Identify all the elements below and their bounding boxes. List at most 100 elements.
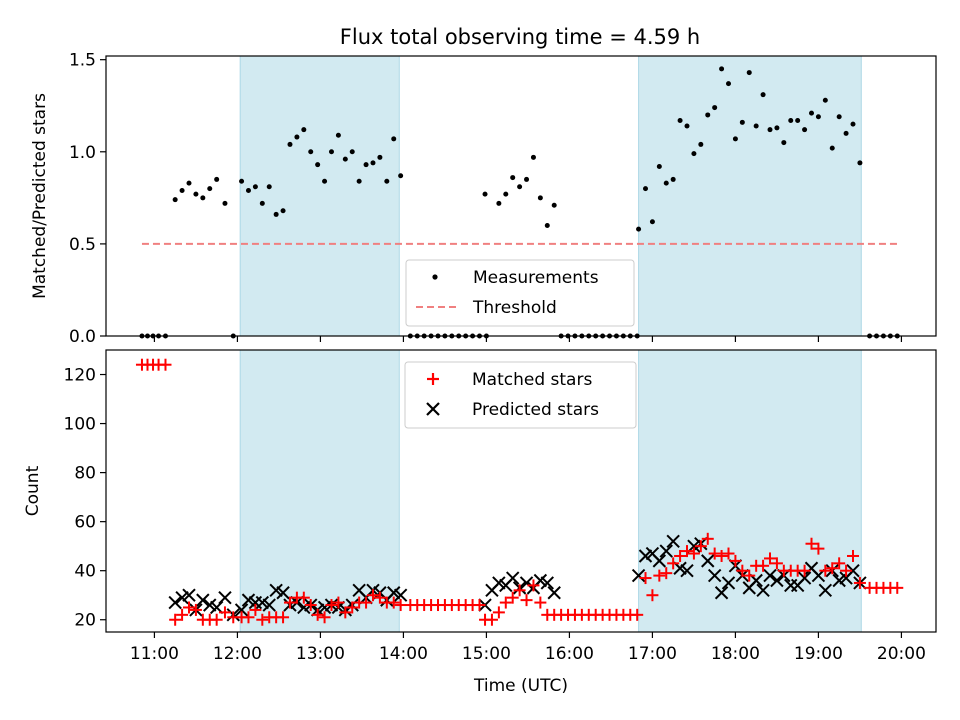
measurement-point [328, 149, 334, 155]
matched-star-point [513, 584, 526, 597]
x-stroke [196, 593, 210, 607]
y-tick-label: 0.5 [69, 235, 96, 255]
matched-star-point [297, 591, 310, 604]
x-stroke [707, 568, 722, 583]
measurement-point [335, 132, 341, 138]
x-stroke [203, 598, 217, 612]
measurement-point [294, 134, 300, 140]
matched-star-point [311, 608, 324, 621]
measurement-point [636, 226, 642, 232]
matched-star-point [346, 601, 359, 614]
matched-star-point [674, 549, 687, 562]
x-stroke [721, 576, 736, 590]
x-tick-label: 18:00 [711, 644, 760, 664]
predicted-star-point [168, 595, 182, 610]
measurement-point [377, 154, 383, 160]
predicted-star-point [182, 588, 196, 602]
matched-star-point [210, 613, 223, 626]
matched-star-point [218, 606, 231, 619]
measurement-point [732, 136, 738, 142]
matched-star-point [360, 596, 373, 609]
matched-star-point [249, 603, 262, 616]
measurement-point [698, 141, 704, 147]
measurement-point [207, 186, 213, 192]
x-stroke [492, 576, 506, 590]
measurement-point [200, 195, 206, 201]
matched-star-point [499, 596, 512, 609]
measurement-point [788, 117, 794, 123]
shaded-interval [239, 55, 400, 337]
top-legend: Measurements Threshold [405, 259, 635, 327]
measurement-point [712, 105, 718, 111]
matched-star-point [492, 606, 505, 619]
matched-star-point [798, 564, 811, 577]
measurement-point [705, 112, 711, 118]
measurement-point [384, 178, 390, 184]
top-legend-box [405, 259, 635, 327]
predicted-star-point [519, 576, 534, 590]
bottom-legend-box [404, 361, 637, 429]
measurement-point [822, 97, 828, 103]
measurement-point [795, 117, 801, 123]
y-tick-label: 20 [74, 611, 96, 631]
measurement-point [760, 92, 766, 98]
measurement-point [802, 127, 808, 133]
x-stroke [218, 590, 232, 605]
matched-star-point [534, 596, 547, 609]
x-stroke [255, 595, 270, 610]
x-stroke [234, 603, 249, 617]
x-tick-label: 14:00 [379, 644, 428, 664]
legend-predicted-marker [426, 402, 440, 416]
matched-star-point [736, 564, 749, 577]
predicted-star-point [714, 586, 729, 600]
predicted-star-point [631, 568, 646, 583]
matched-star-point [701, 532, 714, 545]
measurement-point [363, 162, 369, 168]
measurement-point [391, 136, 397, 142]
x-stroke [209, 600, 224, 615]
predicted-star-point [756, 583, 770, 598]
x-stroke [770, 573, 784, 588]
matched-star-point [325, 599, 338, 612]
measurement-point [322, 178, 328, 184]
x-stroke [547, 586, 561, 600]
x-stroke [756, 583, 770, 598]
matched-star-point [660, 567, 673, 580]
x-stroke [387, 586, 401, 600]
matched-star-point [373, 591, 386, 604]
shaded-interval [638, 349, 862, 633]
measurement-point [774, 125, 780, 131]
measurement-point [691, 151, 697, 157]
measurement-point [193, 191, 199, 197]
x-stroke [645, 546, 660, 561]
predicted-star-point [652, 554, 667, 568]
x-stroke [666, 534, 680, 548]
x-tick-label: 13:00 [296, 644, 345, 664]
predicted-star-point [540, 576, 554, 590]
y-tick-label: 1.0 [69, 143, 96, 163]
x-stroke [505, 571, 520, 585]
x-tick-label: 11:00 [130, 644, 179, 664]
matched-star-point [277, 611, 290, 624]
matched-star-point [242, 611, 255, 624]
x-stroke [631, 568, 646, 583]
predicted-star-point [680, 563, 694, 578]
matched-star-point [318, 611, 331, 624]
matched-star-point [332, 596, 345, 609]
predicted-star-point [393, 588, 408, 602]
measurement-point [656, 164, 662, 170]
predicted-star-point [763, 568, 777, 583]
measurement-point [301, 127, 307, 133]
matched-star-point [757, 559, 770, 572]
measurement-point [482, 191, 488, 197]
matched-star-point [853, 576, 866, 589]
x-stroke [797, 571, 812, 585]
x-stroke [846, 563, 860, 578]
matched-star-point [520, 594, 533, 607]
predicted-star-point [659, 544, 673, 558]
measurement-point [398, 173, 404, 179]
measurement-point [356, 178, 362, 184]
y-tick-label: 40 [74, 562, 96, 582]
predicted-star-point [818, 583, 833, 598]
x-stroke [818, 583, 833, 598]
